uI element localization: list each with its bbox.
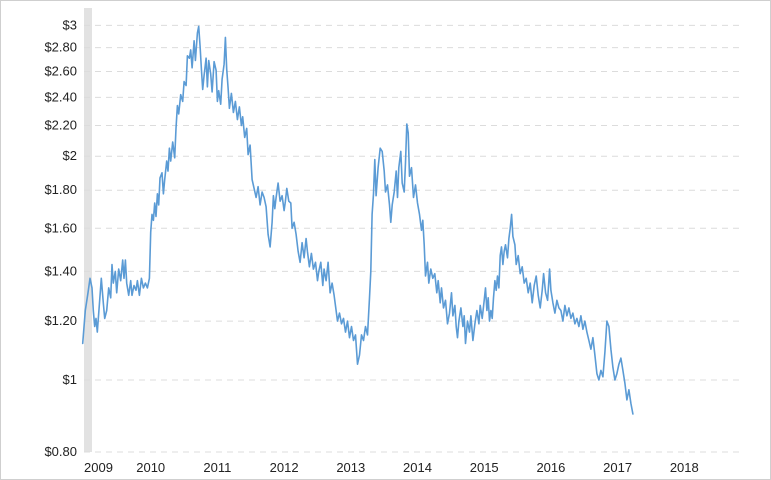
y-tick-label: $2.40 (44, 89, 77, 104)
y-tick-label: $0.80 (44, 444, 77, 459)
y-tick-label: $2.80 (44, 40, 77, 55)
x-tick-label: 2017 (603, 460, 632, 475)
y-tick-label: $2.60 (44, 64, 77, 79)
x-tick-label: 2018 (670, 460, 699, 475)
x-axis-ticks: 2009 2010 2011 2012 2013 2014 2015 2016 2017 2018 (84, 460, 699, 475)
x-tick-label: 2016 (536, 460, 565, 475)
y-axis-ticks: $0.80 $1 $1.20 $1.40 $1.60 $1.80 $2 $2.20 $2.40 $… (44, 17, 77, 459)
shaded-period-band (84, 8, 93, 452)
x-tick-label: 2011 (203, 460, 231, 475)
y-tick-label: $1.60 (44, 220, 77, 235)
y-tick-label: $1.80 (44, 182, 77, 197)
x-tick-label: 2013 (336, 460, 365, 475)
grid-lines (84, 24, 741, 453)
x-tick-label: 2009 (84, 460, 113, 475)
x-tick-label: 2010 (136, 460, 165, 475)
price-series-line (81, 25, 634, 415)
y-tick-label: $2.20 (44, 117, 77, 132)
y-tick-label: $2 (63, 148, 77, 163)
x-tick-label: 2014 (403, 460, 432, 475)
y-tick-label: $1 (63, 372, 77, 387)
x-tick-label: 2015 (470, 460, 499, 475)
x-tick-label: 2012 (270, 460, 299, 475)
y-tick-label: $3 (63, 17, 77, 32)
y-tick-label: $1.40 (44, 263, 77, 278)
y-tick-label: $1.20 (44, 313, 77, 328)
